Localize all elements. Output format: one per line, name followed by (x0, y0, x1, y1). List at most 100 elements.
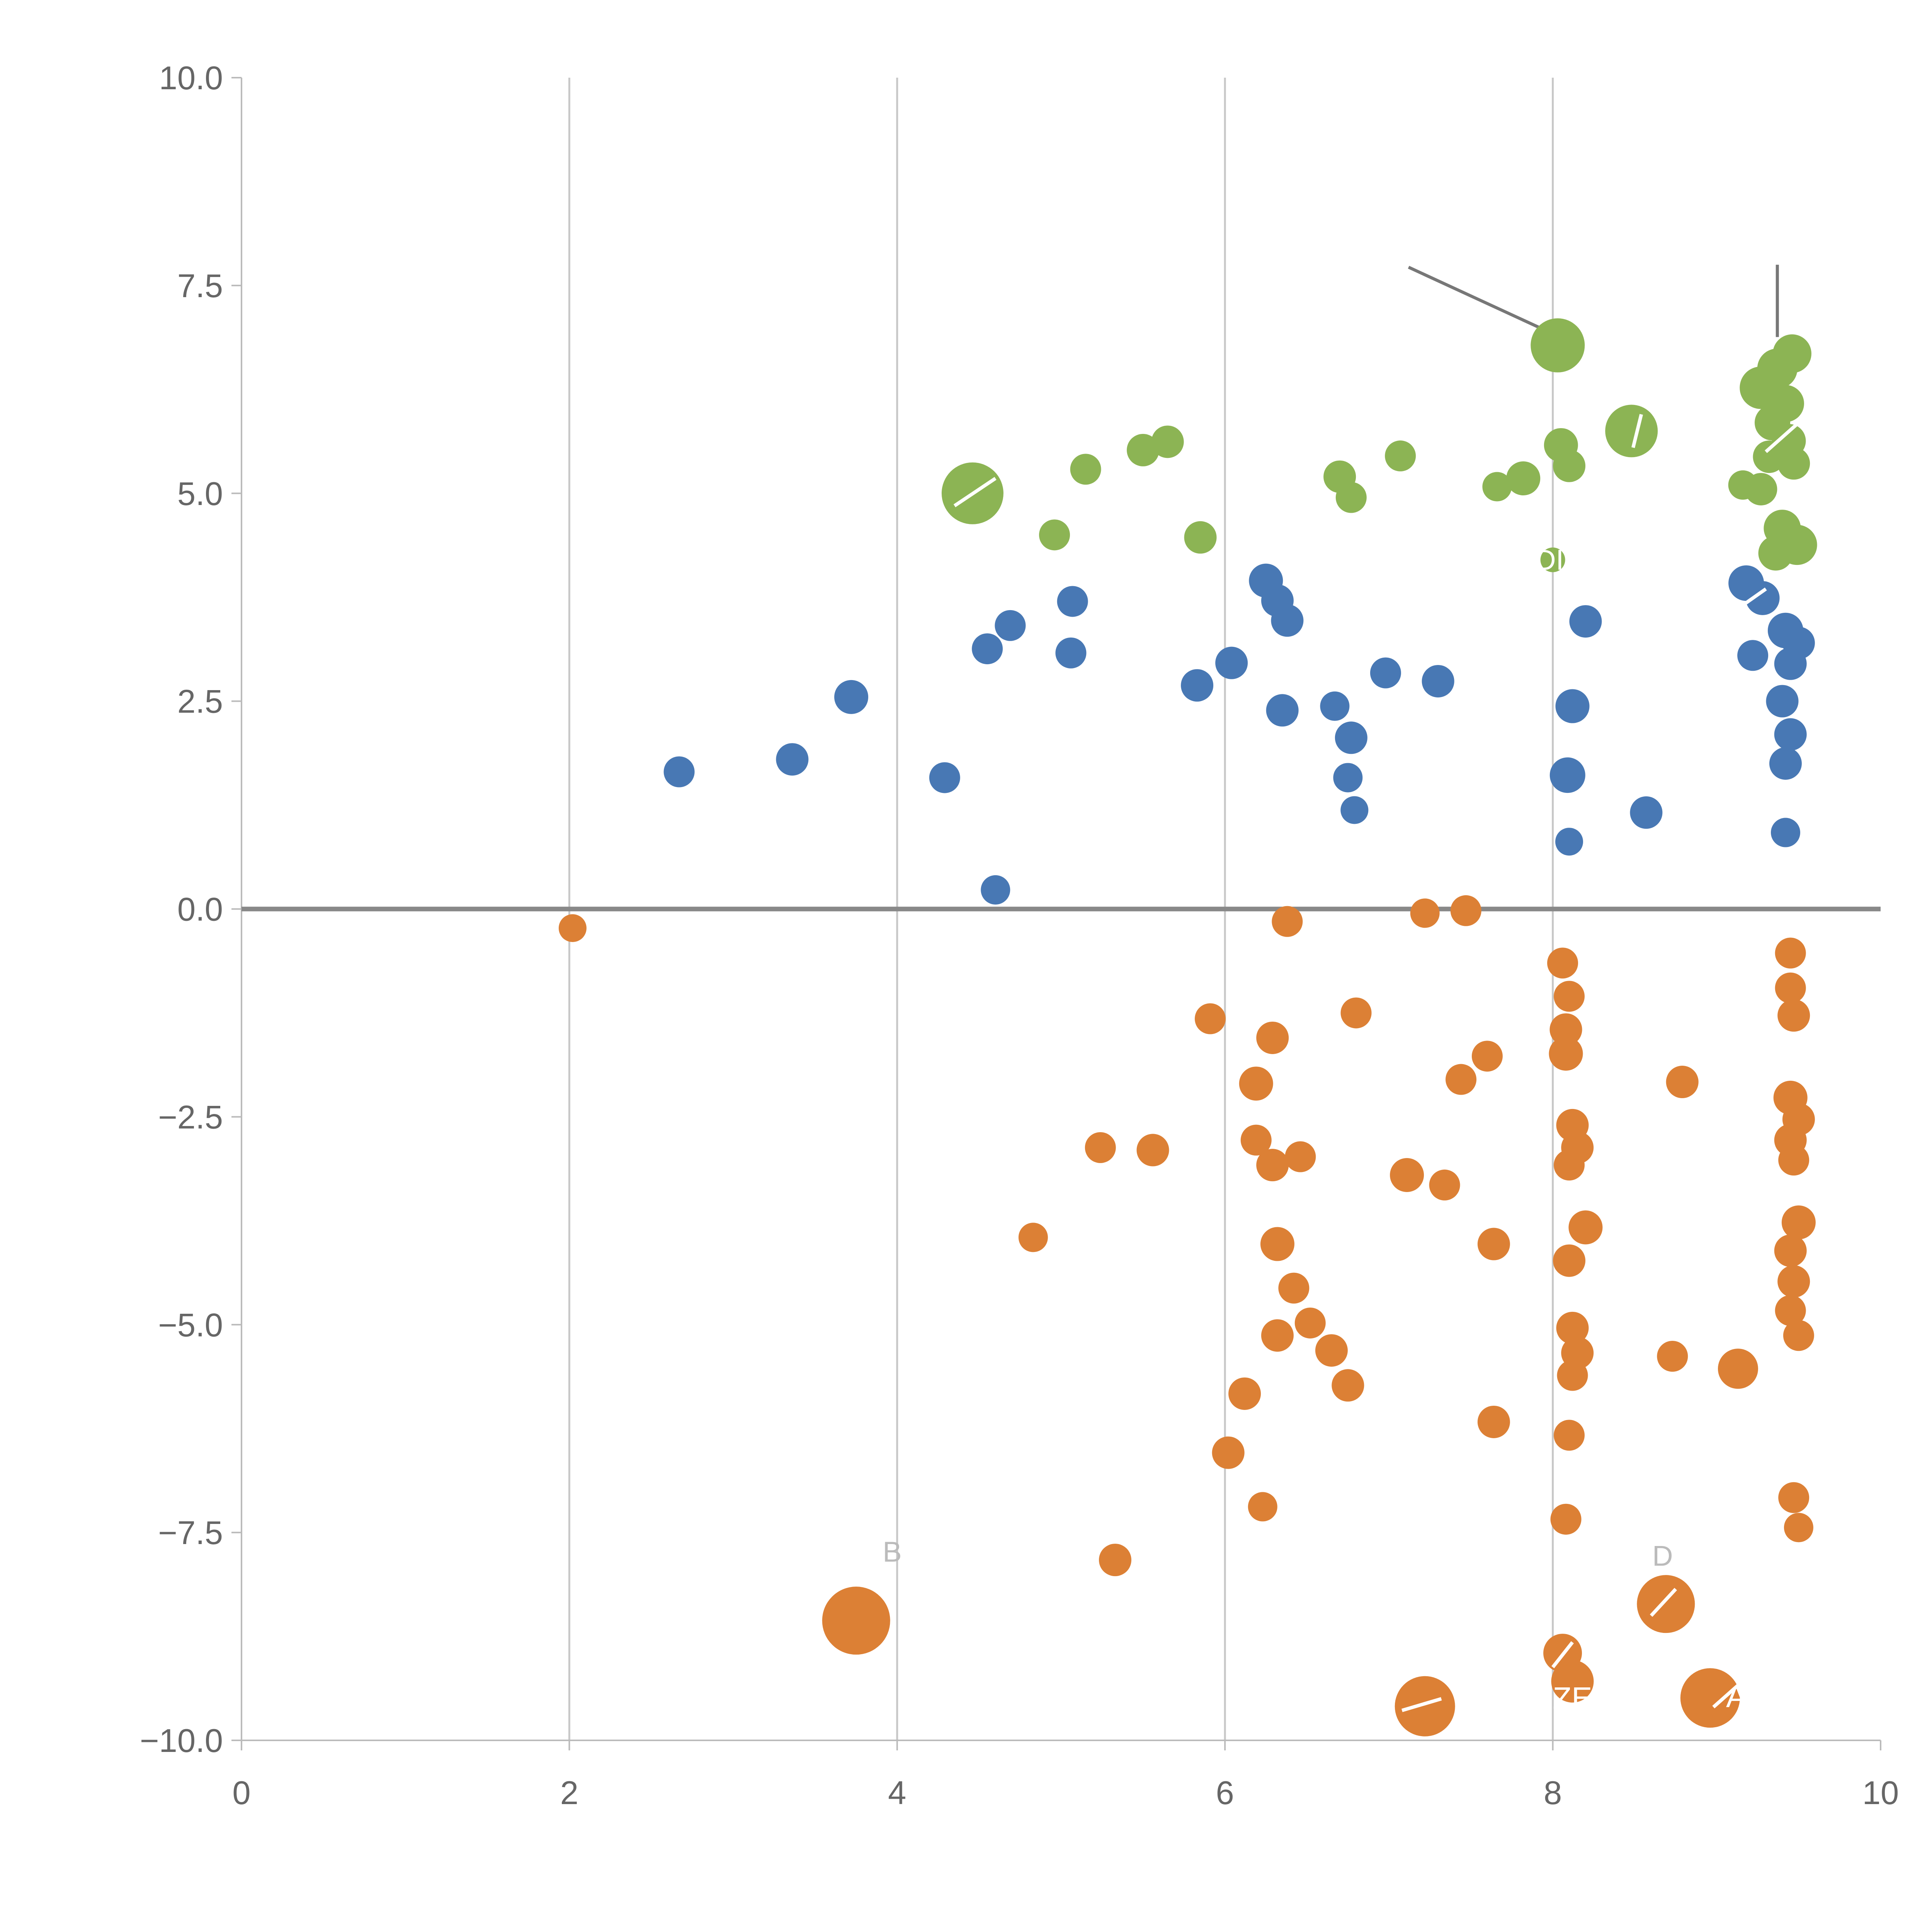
blue-data-point (1181, 669, 1214, 702)
green-data-point (1553, 449, 1586, 482)
label-leader-stub (1401, 1697, 1442, 1712)
orange-data-point (1099, 1544, 1131, 1577)
orange-data-point (1783, 1320, 1814, 1351)
orange-data-point (1315, 1334, 1348, 1367)
label-leader-line (1408, 265, 1554, 335)
x-tick-label: 6 (1216, 1775, 1234, 1811)
blue-data-point (1774, 647, 1807, 680)
y-tick-label: −2.5 (158, 1099, 223, 1136)
label-leader-stub (1650, 1588, 1677, 1617)
orange-data-point (1260, 1227, 1294, 1261)
blue-data-point (929, 762, 960, 793)
orange-data-point (1390, 1158, 1424, 1192)
orange-data-point (1568, 1210, 1603, 1245)
orange-data-point (1778, 1482, 1810, 1513)
y-tick-label: −5.0 (158, 1307, 223, 1344)
point-label: A (1726, 1679, 1747, 1714)
green-data-point (1772, 334, 1811, 373)
green-data-point (1758, 536, 1793, 571)
blue-data-point (1266, 694, 1299, 727)
green-data-point (1531, 318, 1585, 372)
y-tick-label: 7.5 (177, 268, 223, 304)
green-data-point (1777, 447, 1810, 480)
blue-data-point (1770, 818, 1800, 847)
blue-data-point (663, 756, 695, 787)
orange-data-point (1395, 1676, 1455, 1736)
orange-data-point (1477, 1405, 1510, 1438)
y-tick-label: 0.0 (177, 891, 223, 928)
blue-data-point (1422, 665, 1454, 697)
orange-data-point (1774, 1234, 1807, 1267)
label-leader-stub (1765, 421, 1800, 453)
green-data-point (1335, 482, 1367, 513)
y-tick-label: −7.5 (158, 1515, 223, 1551)
orange-data-point (1550, 1503, 1582, 1535)
point-label: LS (1732, 315, 1774, 353)
blue-data-point (1766, 685, 1799, 718)
blue-data-point (776, 743, 809, 776)
orange-data-point (1553, 1244, 1586, 1277)
orange-data-point (1429, 1169, 1460, 1201)
orange-data-point (1477, 1228, 1510, 1260)
orange-data-point (1554, 1420, 1585, 1451)
orange-data-point (1554, 981, 1585, 1012)
blue-data-point (1333, 763, 1363, 793)
green-data-point (1605, 405, 1658, 457)
point-label: D (1652, 1540, 1673, 1572)
orange-data-point (1256, 1021, 1289, 1054)
orange-data-point (1272, 906, 1303, 937)
blue-data-point (995, 610, 1026, 641)
blue-data-point (1555, 828, 1583, 856)
blue-data-point (1335, 721, 1367, 754)
blue-data-point (981, 875, 1010, 905)
orange-data-point (1248, 1492, 1277, 1522)
orange-data-point (1666, 1066, 1699, 1099)
orange-data-point (1195, 1003, 1226, 1034)
green-data-point (1184, 521, 1217, 554)
orange-data-point (1446, 1064, 1477, 1095)
orange-data-point (558, 914, 587, 942)
y-tick-label: 2.5 (177, 684, 223, 720)
orange-data-point (1778, 1145, 1810, 1176)
blue-data-point (1370, 657, 1401, 689)
blue-data-point (1569, 605, 1602, 638)
blue-data-point (1745, 581, 1780, 615)
blue-data-point (1340, 796, 1369, 824)
orange-data-point (1637, 1575, 1695, 1633)
orange-data-point (1657, 1341, 1688, 1372)
orange-data-point (1775, 1295, 1806, 1326)
green-data-point (1753, 440, 1786, 473)
blue-data-point (972, 633, 1003, 665)
blue-data-point (1057, 586, 1088, 617)
orange-data-point (1718, 1349, 1758, 1389)
blue-data-point (1630, 796, 1663, 829)
orange-data-point (1471, 1041, 1503, 1072)
orange-data-point (1294, 1307, 1326, 1338)
x-tick-label: 0 (232, 1775, 250, 1811)
green-data-point (1745, 473, 1777, 505)
point-label: DI (1535, 544, 1564, 576)
green-data-point (1070, 454, 1101, 485)
orange-data-point (1547, 947, 1578, 979)
point-label: B (883, 1536, 901, 1568)
point-label: ZE (1553, 1681, 1592, 1715)
orange-data-point (1136, 1134, 1169, 1167)
orange-data-point (1261, 1319, 1294, 1352)
orange-data-point (1551, 1660, 1594, 1703)
orange-data-point (1332, 1369, 1364, 1402)
blue-data-point (1555, 689, 1590, 723)
green-data-point (1127, 434, 1160, 466)
green-data-point (1385, 440, 1416, 471)
y-tick-label: 5.0 (177, 476, 223, 512)
orange-data-point (1228, 1377, 1261, 1410)
orange-data-point (1240, 1124, 1272, 1156)
blue-data-point (1320, 691, 1350, 721)
blue-data-point (1271, 604, 1304, 637)
orange-data-point (1450, 895, 1481, 926)
orange-data-point (1549, 1013, 1582, 1046)
orange-data-point (1557, 1360, 1588, 1391)
label-leader-stub (1551, 1641, 1574, 1668)
green-data-point (1506, 461, 1541, 496)
